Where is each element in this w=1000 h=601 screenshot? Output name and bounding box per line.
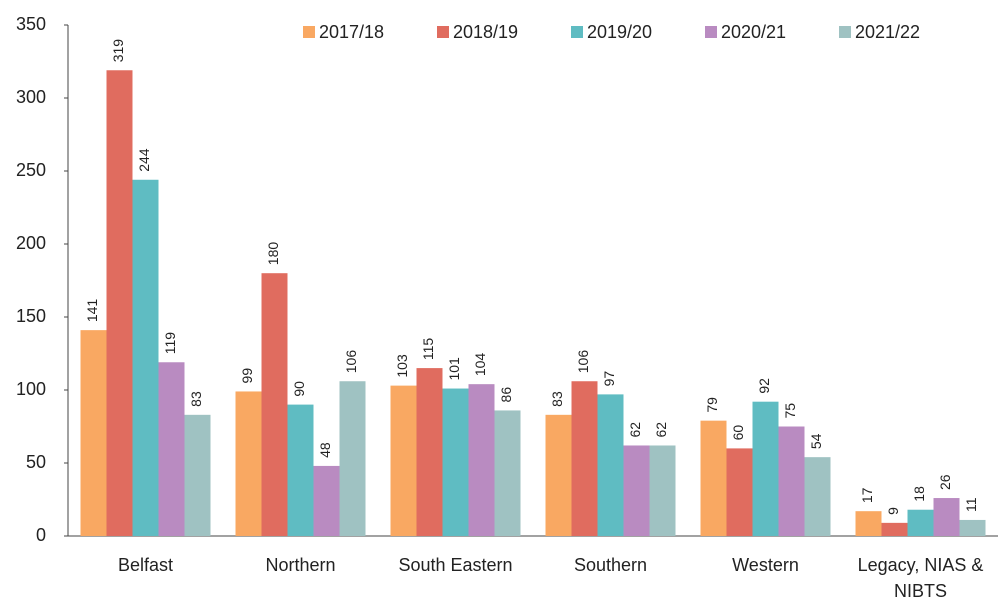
bar [158,362,185,536]
bar [132,179,159,536]
data-label: 86 [498,387,514,403]
data-label: 319 [110,39,126,63]
legend-label: 2018/19 [453,22,518,42]
data-label: 26 [937,474,953,490]
bar [468,384,495,536]
data-label: 92 [756,378,772,394]
data-label: 11 [963,497,979,512]
bar [571,381,598,536]
data-label: 103 [394,354,410,378]
bar [959,519,986,536]
legend-swatch [437,26,449,38]
y-tick-label: 350 [16,14,46,34]
data-label: 99 [239,368,255,384]
data-label: 18 [911,486,927,502]
legend-swatch [705,26,717,38]
legend-swatch [839,26,851,38]
bar [261,273,288,536]
bar [907,509,934,536]
data-label: 180 [265,242,281,266]
bar [752,401,779,536]
y-tick-label: 200 [16,233,46,253]
y-tick-label: 100 [16,379,46,399]
bar [778,426,805,536]
bar [416,368,443,536]
x-tick-label: Southern [573,555,648,575]
data-label: 106 [343,350,359,374]
data-label: 17 [859,487,875,503]
y-tick-label: 50 [26,452,46,472]
bar [597,394,624,536]
data-label: 54 [808,433,824,449]
y-tick-label: 0 [36,525,46,545]
bar [339,381,366,536]
bar [106,70,133,536]
bar [545,414,572,536]
legend-swatch [571,26,583,38]
bar [700,420,727,536]
x-tick-label: Northern [265,555,336,575]
data-label: 97 [601,371,617,387]
y-tick-label: 250 [16,160,46,180]
y-tick-label: 150 [16,306,46,326]
bar [494,410,521,536]
data-label: 244 [136,148,152,172]
data-label: 83 [549,391,565,407]
data-label: 106 [575,350,591,374]
data-label: 115 [420,338,436,361]
data-label: 141 [84,299,100,323]
data-label: 83 [188,391,204,407]
y-tick-label: 300 [16,87,46,107]
data-label: 104 [472,353,488,377]
data-label: 60 [730,425,746,441]
x-tick-label: Legacy, NIAS & NIBTS [857,555,984,601]
legend-swatch [303,26,315,38]
bar [649,445,676,536]
legend-label: 2020/21 [721,22,786,42]
data-label: 62 [653,422,669,438]
bar [726,448,753,536]
bar [442,388,469,536]
bar [881,522,908,536]
bar [287,404,314,536]
bar [80,330,107,536]
legend-label: 2021/22 [855,22,920,42]
data-label: 79 [704,397,720,413]
legend-label: 2019/20 [587,22,652,42]
bar [933,498,960,536]
data-label: 75 [782,403,798,419]
x-tick-label: Western [732,555,799,575]
data-label: 48 [317,442,333,458]
data-label: 9 [885,507,901,515]
data-label: 119 [162,332,178,355]
data-label: 62 [627,422,643,438]
bar [804,457,831,536]
data-label: 101 [446,357,462,381]
bar [855,511,882,536]
bar [313,465,340,536]
bar [623,445,650,536]
x-tick-label: South Eastern [398,555,513,575]
bar [390,385,417,536]
bar [235,391,262,536]
bar [184,414,211,536]
data-label: 90 [291,381,307,397]
legend-label: 2017/18 [319,22,384,42]
x-tick-label: Belfast [117,555,174,575]
